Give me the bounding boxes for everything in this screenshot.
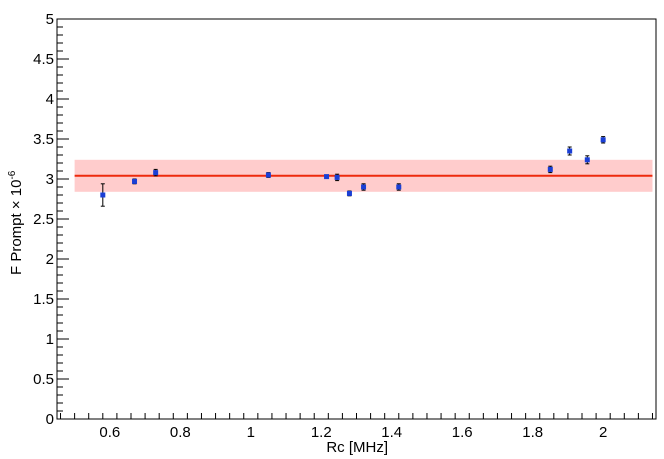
x-tick-label: 1.4 (381, 424, 402, 441)
y-tick-label: 0.5 (33, 371, 54, 388)
data-point (346, 190, 352, 197)
x-tick-label: 1.8 (522, 424, 543, 441)
y-tick-label: 2 (46, 251, 54, 268)
data-marker (265, 172, 271, 178)
data-point (334, 173, 340, 182)
data-point (547, 165, 553, 174)
x-tick-label: 0.8 (170, 424, 191, 441)
y-tick-label: 4.5 (33, 51, 54, 68)
data-point (361, 183, 367, 191)
data-point (324, 174, 330, 180)
y-tick-label: 3 (46, 171, 54, 188)
y-axis-title-exponent: -6 (7, 170, 18, 179)
data-marker (334, 174, 340, 180)
y-tick-label: 4 (46, 91, 54, 108)
x-tick-label: 0.6 (99, 424, 120, 441)
y-tick-label: 2.5 (33, 211, 54, 228)
data-marker (547, 166, 553, 172)
data-marker (346, 190, 352, 196)
x-axis-title: Rc [MHz] (326, 439, 388, 456)
data-point (132, 178, 138, 185)
x-tick-label: 1.6 (452, 424, 473, 441)
data-marker (600, 137, 606, 143)
data-point (100, 183, 106, 207)
data-marker (132, 178, 138, 184)
data-marker (361, 184, 367, 190)
x-tick-label: 2 (599, 424, 607, 441)
y-axis-title-main: F Prompt × 10 (8, 180, 25, 275)
data-point (396, 183, 402, 191)
data-point (153, 168, 159, 177)
data-marker (153, 170, 159, 176)
y-tick-label: 3.5 (33, 131, 54, 148)
data-marker (396, 184, 402, 190)
data-marker (584, 157, 590, 163)
data-marker (567, 148, 573, 154)
y-tick-label: 1 (46, 331, 54, 348)
data-point (600, 136, 606, 144)
data-point (567, 146, 573, 156)
x-tick-label: 1.2 (311, 424, 332, 441)
x-tick-label: 1 (247, 424, 255, 441)
plot-frame (56, 18, 657, 420)
axes: 0 0.5 1 1.5 2 2.5 3 3.5 4 4.5 5 0.6 0.8 1 1.2 1.4 1.6 1.8… (33, 11, 657, 441)
y-tick-label: 1.5 (33, 291, 54, 308)
data-marker (100, 192, 106, 198)
data-point (265, 172, 271, 178)
data-point (584, 155, 590, 165)
data-points-layer (100, 136, 606, 207)
y-axis-title: F Prompt × 10-6 (7, 170, 25, 275)
y-tick-label: 0 (46, 411, 54, 428)
data-marker (324, 174, 330, 180)
y-tick-label: 5 (46, 11, 54, 28)
